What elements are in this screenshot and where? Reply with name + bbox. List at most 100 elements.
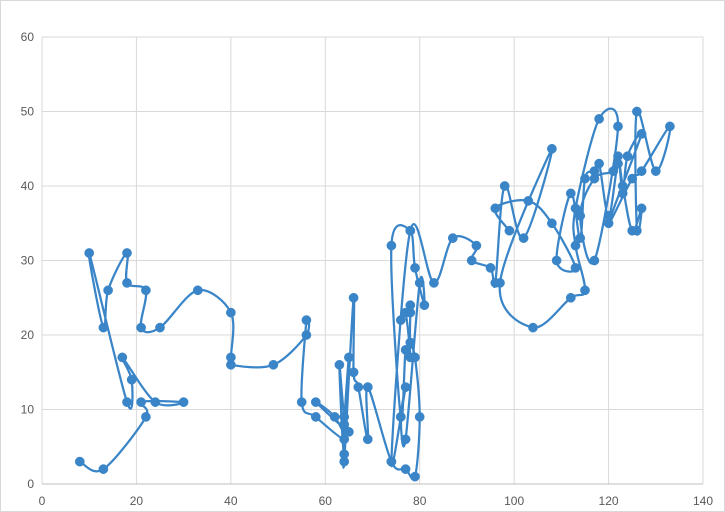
data-point xyxy=(400,434,411,445)
data-point xyxy=(117,352,128,363)
x-tick-label: 140 xyxy=(693,494,713,508)
data-point xyxy=(570,263,581,273)
data-point xyxy=(344,427,354,437)
data-point xyxy=(226,307,236,318)
data-point xyxy=(353,382,364,392)
data-point xyxy=(405,225,416,236)
data-point xyxy=(504,225,515,236)
data-point xyxy=(405,300,416,311)
data-point xyxy=(400,307,411,318)
data-point xyxy=(395,315,406,325)
data-point xyxy=(405,337,416,348)
y-tick-label: 30 xyxy=(21,254,35,268)
data-point xyxy=(141,285,151,296)
data-point xyxy=(348,367,359,378)
data-point xyxy=(518,233,529,243)
data-point xyxy=(580,173,590,184)
data-point xyxy=(103,285,113,296)
data-point xyxy=(547,218,557,229)
x-tick-label: 20 xyxy=(130,494,144,508)
data-point xyxy=(150,397,161,407)
x-tick-label: 40 xyxy=(224,494,238,508)
data-point xyxy=(603,210,614,221)
data-point xyxy=(565,292,576,303)
data-point xyxy=(414,412,425,422)
data-point xyxy=(344,352,354,363)
x-tick-label: 0 xyxy=(39,494,46,508)
data-point xyxy=(296,397,307,407)
data-point xyxy=(310,412,321,422)
data-point xyxy=(405,352,416,363)
data-point xyxy=(528,322,538,333)
data-point xyxy=(429,278,439,288)
data-point xyxy=(594,114,604,124)
data-point xyxy=(122,397,132,407)
data-point xyxy=(575,210,586,221)
data-point xyxy=(632,225,642,236)
data-point xyxy=(570,240,581,251)
data-point xyxy=(84,248,95,258)
data-point xyxy=(268,359,279,370)
data-point xyxy=(575,233,586,243)
data-point xyxy=(74,456,85,467)
data-point xyxy=(632,106,642,117)
data-point xyxy=(339,419,350,430)
data-point xyxy=(447,233,458,243)
x-tick-label: 100 xyxy=(504,494,524,508)
data-point xyxy=(499,181,510,191)
data-point xyxy=(636,129,647,139)
x-tick-label: 60 xyxy=(319,494,333,508)
data-point xyxy=(98,322,109,333)
data-point xyxy=(410,471,420,482)
y-tick-label: 40 xyxy=(21,179,35,193)
y-tick-label: 60 xyxy=(21,30,35,44)
data-point xyxy=(136,397,146,407)
data-point xyxy=(126,374,137,385)
data-point xyxy=(608,166,619,176)
data-point xyxy=(622,151,633,162)
y-tick-label: 0 xyxy=(27,477,34,491)
data-point xyxy=(466,255,477,266)
data-point xyxy=(551,255,562,266)
data-point xyxy=(589,166,600,176)
data-point xyxy=(155,322,165,333)
data-point xyxy=(329,412,340,422)
data-point xyxy=(414,278,425,288)
data-point xyxy=(348,292,359,303)
data-point xyxy=(178,397,189,407)
data-point xyxy=(362,434,373,445)
data-point xyxy=(122,278,132,288)
y-tick-label: 20 xyxy=(21,328,35,342)
data-point xyxy=(301,330,312,340)
data-point xyxy=(226,359,236,370)
data-point xyxy=(419,300,430,311)
x-tick-label: 80 xyxy=(413,494,427,508)
data-point xyxy=(570,203,581,214)
gridlines xyxy=(41,36,704,484)
data-point xyxy=(122,248,132,258)
data-point xyxy=(547,143,557,154)
x-tick-label: 120 xyxy=(599,494,619,508)
data-point xyxy=(410,263,420,273)
data-point xyxy=(395,412,406,422)
data-point xyxy=(339,434,350,445)
data-point xyxy=(636,166,647,176)
data-point xyxy=(301,315,312,325)
data-point xyxy=(400,464,411,474)
data-point xyxy=(613,158,623,169)
data-point xyxy=(617,188,628,199)
series-layer xyxy=(74,106,675,482)
data-point xyxy=(98,464,109,474)
data-point xyxy=(471,240,482,251)
y-tick-label: 10 xyxy=(21,403,35,417)
y-tick-label: 50 xyxy=(21,105,35,119)
data-point xyxy=(310,397,321,407)
data-point xyxy=(589,255,600,266)
data-point xyxy=(636,203,647,214)
data-point xyxy=(665,121,675,132)
data-point xyxy=(339,456,350,467)
data-point xyxy=(334,359,345,370)
